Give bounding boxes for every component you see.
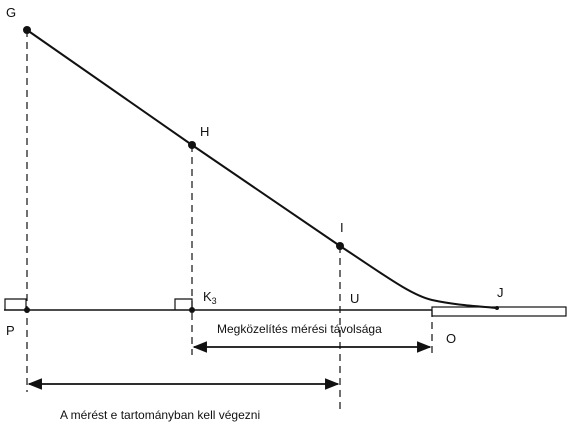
approach-profile-line [26, 29, 498, 309]
point-j [495, 306, 499, 310]
point-p [24, 307, 30, 313]
approach-distance-label: Megközelítés mérési távolsága [217, 322, 382, 336]
label-k3: K3 [203, 289, 217, 306]
point-k3 [189, 307, 195, 313]
right-angle-marker-k3 [174, 298, 193, 310]
label-g: G [6, 5, 16, 20]
label-k3-main: K [203, 289, 212, 304]
label-o: O [446, 331, 456, 346]
label-p: P [6, 323, 15, 338]
label-i: I [340, 220, 344, 235]
label-k3-subscript: 3 [212, 296, 217, 306]
label-u: U [350, 291, 359, 306]
measurement-range-label: A mérést e tartományban kell végezni [60, 408, 260, 422]
runway-strip [431, 306, 567, 317]
label-h: H [200, 124, 209, 139]
point-g [23, 26, 31, 34]
label-j: J [497, 285, 504, 300]
point-i [336, 242, 344, 250]
right-angle-marker-p [4, 298, 27, 310]
point-h [188, 141, 196, 149]
